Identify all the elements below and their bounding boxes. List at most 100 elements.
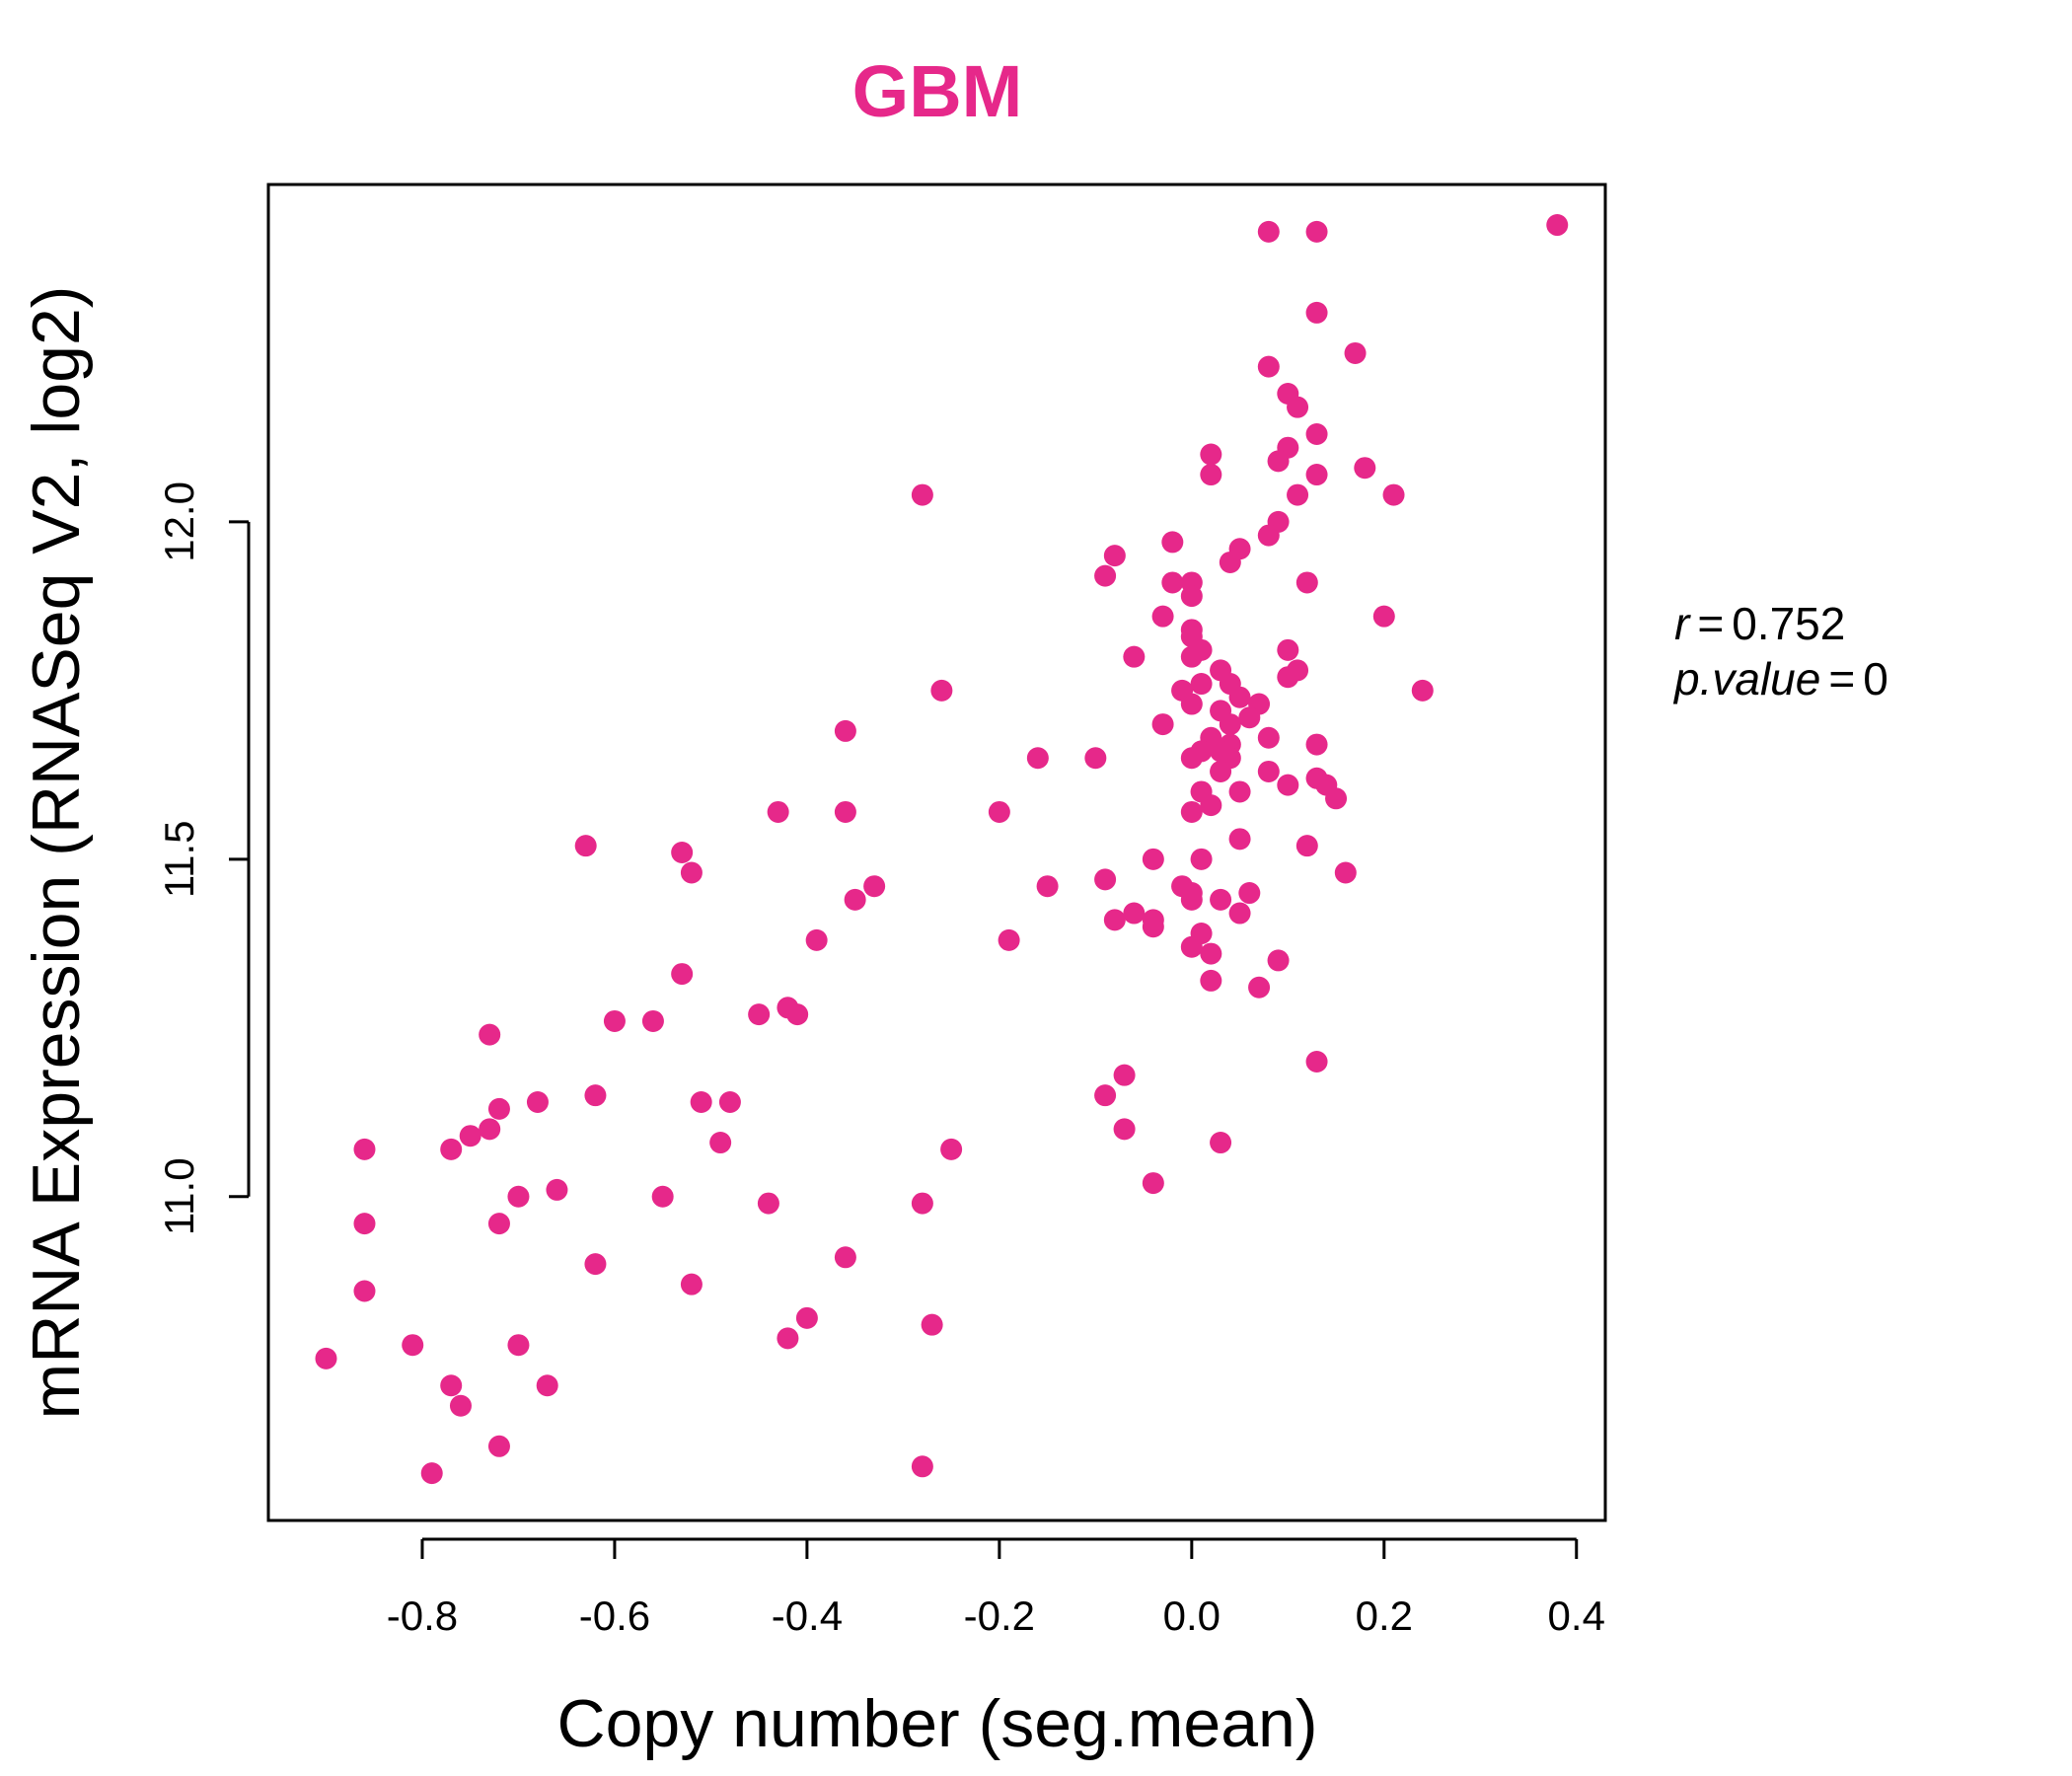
data-point [1180, 800, 1203, 823]
y-tick-label: 12.0 [156, 481, 202, 562]
data-point [440, 1374, 463, 1397]
data-point [1546, 214, 1569, 237]
y-tick-label: 11.0 [156, 1157, 202, 1235]
data-point [584, 1084, 607, 1107]
data-point [1354, 457, 1376, 480]
data-point [767, 800, 789, 823]
data-point [777, 1327, 799, 1350]
data-point [440, 1138, 463, 1160]
data-point [786, 1003, 809, 1026]
data-point [1382, 483, 1405, 506]
data-point [1277, 666, 1299, 689]
x-tick-label: 0.2 [1356, 1592, 1413, 1639]
data-point [921, 1313, 943, 1336]
data-point [507, 1334, 530, 1357]
data-point [1287, 396, 1309, 418]
data-point [546, 1178, 568, 1201]
data-point [1180, 585, 1203, 608]
data-point [940, 1138, 963, 1160]
data-point [1305, 464, 1328, 486]
data-point [1248, 976, 1271, 999]
data-point [718, 1091, 741, 1114]
data-point [1219, 551, 1241, 573]
data-point [1161, 571, 1184, 594]
chart-title: GBM [852, 50, 1023, 132]
data-point [1257, 726, 1280, 749]
data-point [748, 1003, 771, 1026]
data-point [1084, 747, 1107, 770]
data-point [1151, 605, 1174, 628]
data-point [1267, 450, 1290, 473]
data-point [1151, 713, 1174, 736]
data-point [1113, 1064, 1136, 1086]
data-point [526, 1091, 549, 1114]
data-point [1094, 564, 1117, 587]
data-point [1277, 638, 1299, 661]
data-point [487, 1435, 510, 1457]
data-point [1142, 916, 1164, 938]
data-point [1257, 355, 1280, 378]
data-point [844, 888, 866, 911]
data-point [1295, 571, 1318, 594]
data-point [1180, 645, 1203, 668]
data-point [1200, 443, 1222, 466]
x-tick-label: 0.4 [1548, 1592, 1605, 1639]
data-point [1334, 861, 1357, 884]
stats-annotation: r = 0.752 p.value = 0 [1672, 598, 1888, 704]
data-point [1142, 848, 1164, 870]
data-point [651, 1185, 674, 1208]
x-tick-label: -0.2 [964, 1592, 1035, 1639]
data-point [1210, 1132, 1232, 1154]
y-axis: 11.0 11.5 12.0 [156, 481, 251, 1235]
data-point [1325, 787, 1348, 810]
r-label: r [1674, 598, 1691, 649]
data-point [1238, 882, 1261, 905]
plot-frame [266, 183, 1607, 1522]
data-point [1305, 301, 1328, 324]
data-point [641, 1009, 664, 1032]
data-point [671, 842, 694, 863]
data-point [1411, 679, 1434, 702]
data-point [911, 483, 933, 506]
data-point [1180, 747, 1203, 770]
data-point [1103, 909, 1126, 931]
data-point [1180, 935, 1203, 958]
data-point [988, 800, 1010, 823]
r-value: 0.752 [1732, 598, 1845, 649]
data-point [1287, 483, 1309, 506]
data-point [1238, 706, 1261, 729]
data-point [834, 1246, 856, 1269]
data-point [315, 1347, 337, 1369]
data-point [479, 1023, 501, 1046]
data-point [1123, 645, 1146, 668]
data-point [1344, 341, 1367, 364]
data-point [479, 1118, 501, 1141]
data-point [449, 1394, 472, 1417]
r-stat: r = 0.752 [1674, 598, 1845, 649]
data-point [603, 1009, 626, 1032]
data-point [1180, 888, 1203, 911]
p-label: p.value [1672, 653, 1820, 704]
data-point [1305, 733, 1328, 756]
x-tick-label: -0.4 [772, 1592, 843, 1639]
data-point [1305, 220, 1328, 243]
x-axis: -0.8 -0.6 -0.4 -0.2 0.0 0.2 0.4 [387, 1537, 1605, 1639]
data-point [584, 1253, 607, 1276]
data-point [1200, 464, 1222, 486]
data-point [1190, 848, 1213, 870]
data-point [1142, 1172, 1164, 1195]
data-point [998, 928, 1020, 951]
data-point [911, 1192, 933, 1215]
data-point [1113, 1118, 1136, 1141]
data-point [709, 1132, 732, 1154]
data-point [1161, 531, 1184, 554]
data-point [671, 963, 694, 986]
data-point [487, 1097, 510, 1120]
data-point [863, 875, 886, 898]
data-point [1257, 524, 1280, 547]
data-point [353, 1138, 376, 1160]
data-point [795, 1306, 818, 1329]
data-point [536, 1374, 558, 1397]
data-point [1219, 713, 1241, 736]
data-point [1257, 220, 1280, 243]
